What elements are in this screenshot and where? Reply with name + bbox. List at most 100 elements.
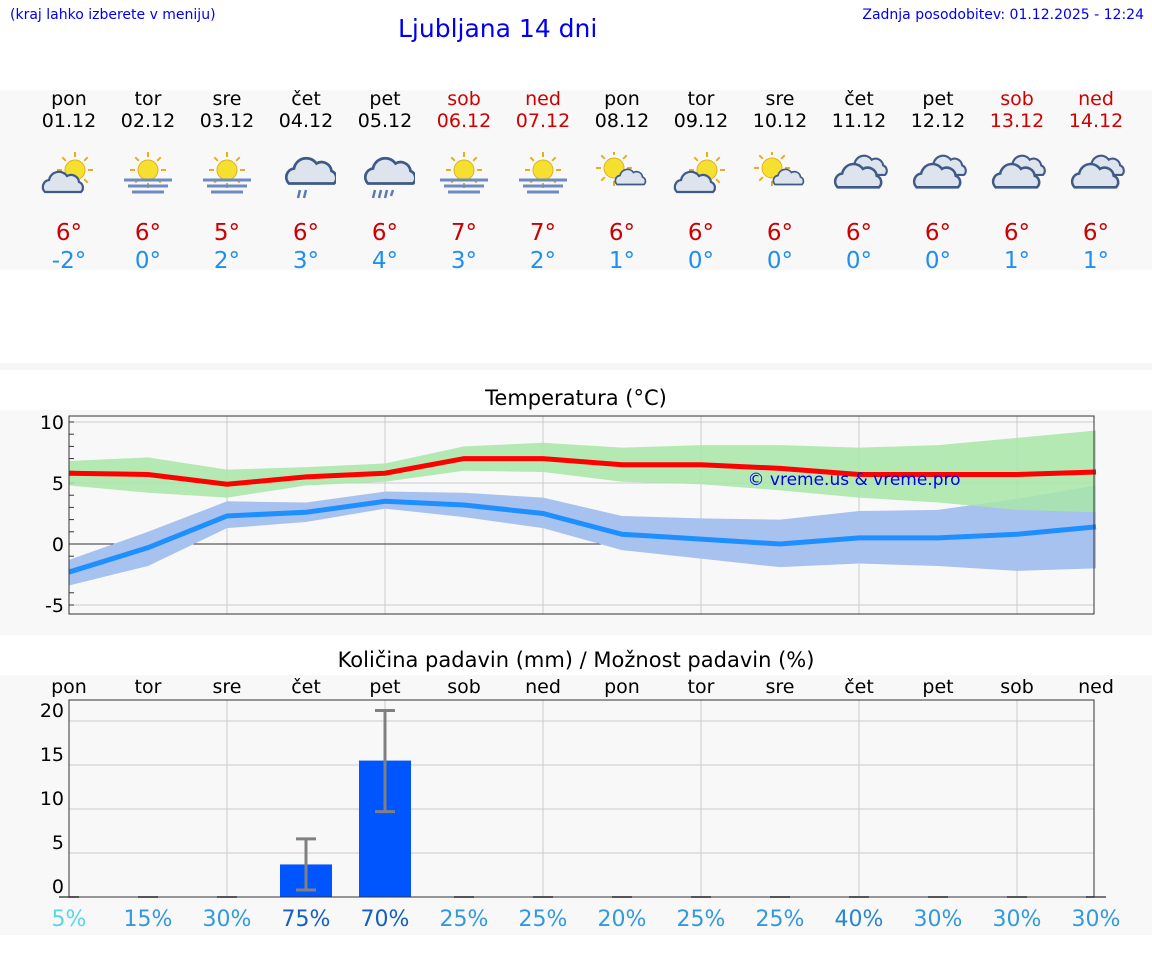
min-temperature: 0° <box>134 248 162 274</box>
x-category-label: ned <box>1078 676 1114 698</box>
sun-cloud-icon <box>30 134 109 220</box>
max-temperature: 6° <box>924 220 952 246</box>
day-date: 08.12 <box>594 110 650 132</box>
day-name: sob <box>1000 88 1034 110</box>
day-name: pon <box>51 88 87 110</box>
min-temperature: 4° <box>371 248 399 274</box>
day-name: sob <box>447 88 481 110</box>
y-tick-label: 15 <box>40 744 64 766</box>
min-temperature: 1° <box>608 248 636 274</box>
max-temperature: 6° <box>845 220 873 246</box>
y-tick-label: 5 <box>52 473 64 495</box>
min-temperature: 3° <box>450 248 478 274</box>
day-date: 13.12 <box>989 110 1045 132</box>
min-temperature: -2° <box>51 248 87 274</box>
location-hint: (kraj lahko izberete v meniju) <box>10 7 216 23</box>
day-column: tor 02.12 6° 0° <box>109 88 188 274</box>
y-tick-label: 10 <box>40 412 64 434</box>
day-date: 12.12 <box>910 110 966 132</box>
precipitation-probability: 25% <box>677 907 726 932</box>
max-temp-band <box>69 430 1096 513</box>
max-temperature: 6° <box>55 220 83 246</box>
max-temperature: 6° <box>687 220 715 246</box>
min-temperature: 0° <box>924 248 952 274</box>
sun-fog-icon <box>504 134 583 220</box>
day-name: pet <box>369 88 401 110</box>
clouds-icon <box>978 134 1057 220</box>
max-temperature: 6° <box>292 220 320 246</box>
day-date: 14.12 <box>1068 110 1124 132</box>
min-temperature: 1° <box>1003 248 1031 274</box>
clouds-icon <box>899 134 978 220</box>
precipitation-probability: 75% <box>282 907 331 932</box>
precipitation-probability: 70% <box>361 907 410 932</box>
precipitation-probability: 30% <box>993 907 1042 932</box>
precipitation-probability: 30% <box>203 907 252 932</box>
last-updated: Zadnja posodobitev: 01.12.2025 - 12:24 <box>862 7 1144 23</box>
day-name: tor <box>134 88 162 110</box>
precipitation-probability: 25% <box>756 907 805 932</box>
precipitation-probability: 15% <box>124 907 173 932</box>
day-column: sob 13.12 6° 1° <box>978 88 1057 274</box>
day-name: pon <box>604 88 640 110</box>
day-name: ned <box>525 88 561 110</box>
cloud-heavy-rain-icon <box>346 134 425 220</box>
precipitation-probability: 40% <box>835 907 884 932</box>
day-column: pet 12.12 6° 0° <box>899 88 978 274</box>
day-column: sre 03.12 5° 2° <box>188 88 267 274</box>
day-date: 06.12 <box>436 110 492 132</box>
precipitation-probability: 30% <box>914 907 963 932</box>
max-temp-line <box>68 456 1097 487</box>
precipitation-probability: 30% <box>1072 907 1121 932</box>
y-tick-label: 20 <box>40 700 64 722</box>
day-column: pon 01.12 6° -2° <box>30 88 109 274</box>
temperature-chart-title: Temperatura (°C) <box>485 386 667 410</box>
x-category-label: pet <box>922 676 953 698</box>
precipitation-probability: 25% <box>440 907 489 932</box>
min-temperature: 2° <box>213 248 241 274</box>
x-category-label: pet <box>369 676 400 698</box>
page-title: Ljubljana 14 dni <box>398 14 598 43</box>
day-column: sob 06.12 7° 3° <box>425 88 504 274</box>
x-category-label: pon <box>604 676 640 698</box>
max-temperature: 6° <box>1082 220 1110 246</box>
min-temperature: 3° <box>292 248 320 274</box>
x-category-label: sob <box>447 676 481 698</box>
day-date: 05.12 <box>357 110 413 132</box>
day-date: 02.12 <box>120 110 176 132</box>
divider <box>0 363 1152 370</box>
sun-fog-icon <box>109 134 188 220</box>
max-temperature: 6° <box>608 220 636 246</box>
precipitation-probability: 25% <box>519 907 568 932</box>
max-temperature: 6° <box>134 220 162 246</box>
y-tick-label: 10 <box>40 788 64 810</box>
x-category-label: tor <box>135 676 162 698</box>
day-column: ned 07.12 7° 2° <box>504 88 583 274</box>
max-temperature: 5° <box>213 220 241 246</box>
day-column: čet 04.12 6° 3° <box>267 88 346 274</box>
day-name: tor <box>687 88 715 110</box>
x-category-label: tor <box>688 676 715 698</box>
day-column: tor 09.12 6° 0° <box>662 88 741 274</box>
day-name: sre <box>212 88 242 110</box>
precipitation-probability: 5% <box>52 907 87 932</box>
day-date: 11.12 <box>831 110 887 132</box>
day-name: čet <box>291 88 321 110</box>
max-temperature: 6° <box>371 220 399 246</box>
precipitation-chart-title: Količina padavin (mm) / Možnost padavin … <box>337 648 815 672</box>
day-date: 09.12 <box>673 110 729 132</box>
day-column: pon 08.12 6° 1° <box>583 88 662 274</box>
x-category-label: ned <box>525 676 561 698</box>
min-temperature: 0° <box>766 248 794 274</box>
y-tick-label: -5 <box>45 595 64 617</box>
y-tick-label: 0 <box>52 876 64 898</box>
clouds-icon <box>820 134 899 220</box>
x-category-label: pon <box>51 676 87 698</box>
cloud-rain-icon <box>267 134 346 220</box>
max-temperature: 7° <box>450 220 478 246</box>
x-category-label: sob <box>1000 676 1034 698</box>
day-column: čet 11.12 6° 0° <box>820 88 899 274</box>
y-tick-label: 5 <box>52 832 64 854</box>
